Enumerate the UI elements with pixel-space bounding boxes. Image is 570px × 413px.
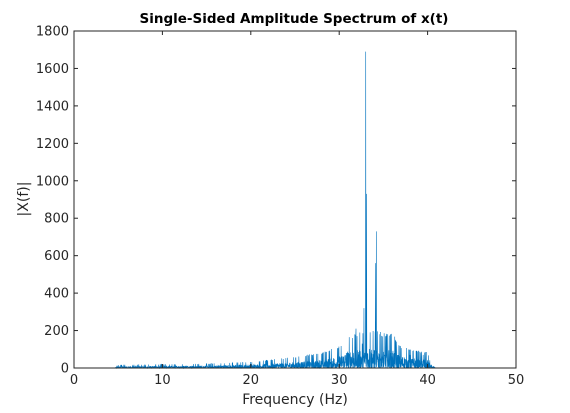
x-tick-label: 0: [70, 373, 78, 388]
y-tick-label: 200: [44, 324, 69, 339]
y-axis-label: |X(f)|: [16, 182, 32, 217]
y-tick-label: 400: [44, 287, 69, 302]
plot-area: [74, 31, 516, 368]
chart-title: Single-Sided Amplitude Spectrum of x(t): [140, 11, 449, 27]
y-tick-label: 1800: [36, 25, 69, 40]
y-tick-label: 1000: [36, 174, 69, 189]
x-axis-label: Frequency (Hz): [242, 392, 348, 408]
y-axis-ticks: 0 200 400 600 800 1000 1200 1400 1600 1800: [36, 25, 516, 377]
x-tick-label: 50: [508, 373, 525, 388]
x-tick-label: 30: [331, 373, 348, 388]
x-axis-ticks: 0 10 20 30 40 50: [70, 31, 524, 388]
x-tick-label: 20: [243, 373, 260, 388]
y-tick-label: 600: [44, 249, 69, 264]
x-tick-label: 10: [154, 373, 171, 388]
y-tick-label: 800: [44, 212, 69, 227]
axes-box: [73, 30, 517, 369]
y-tick-label: 1200: [36, 137, 69, 152]
y-tick-label: 1600: [36, 62, 69, 77]
y-tick-label: 0: [61, 362, 69, 377]
y-tick-label: 1400: [36, 99, 69, 114]
x-tick-label: 40: [419, 373, 436, 388]
